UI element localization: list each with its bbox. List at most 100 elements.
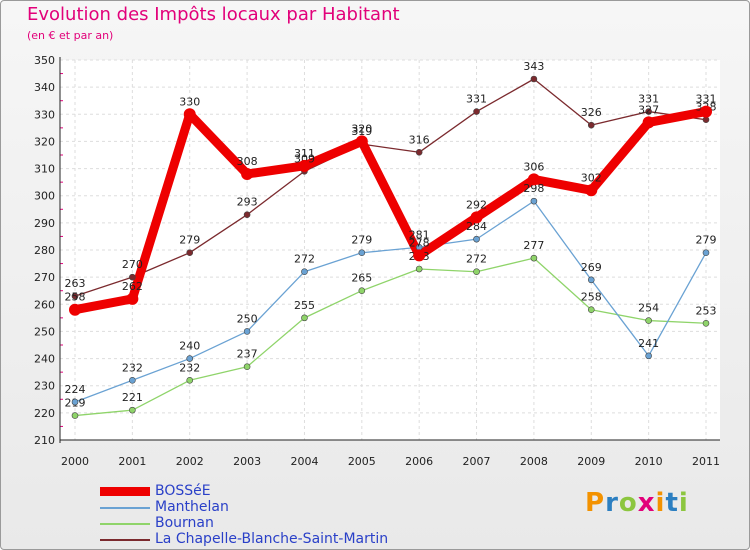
data-point: [301, 314, 308, 322]
data-point: [530, 75, 538, 83]
data-label: 224: [65, 383, 86, 396]
data-label: 316: [409, 133, 430, 146]
data-label: 298: [523, 182, 544, 195]
series-line: [70, 107, 711, 315]
logo-letter: t: [665, 488, 679, 518]
data-point: [129, 406, 136, 414]
legend-label-manthelan: Manthelan: [155, 499, 229, 515]
series-line: [74, 200, 707, 403]
y-tick-label: 300: [34, 190, 55, 203]
y-tick-label: 240: [34, 353, 55, 366]
legend-label-bournan: Bournan: [155, 515, 214, 531]
data-label: 326: [581, 106, 602, 119]
data-label: 319: [351, 125, 372, 138]
data-point: [642, 116, 655, 129]
data-label: 331: [696, 93, 717, 106]
legend-item-bournan[interactable]: Bournan: [100, 515, 420, 532]
data-label: 311: [294, 147, 315, 160]
data-point: [71, 398, 79, 406]
data-label: 253: [696, 304, 717, 317]
legend-label-la-chapelle: La Chapelle-Blanche-Saint-Martin: [155, 531, 389, 547]
data-point: [298, 159, 311, 172]
data-point: [530, 197, 538, 205]
data-point: [587, 276, 595, 284]
data-point: [126, 292, 139, 305]
data-point: [702, 116, 710, 124]
proxiti-logo: Proxiti: [585, 488, 689, 518]
data-label: 277: [523, 239, 544, 252]
data-label: 279: [696, 234, 717, 247]
logo-letter: i: [678, 488, 689, 518]
data-point: [71, 292, 79, 300]
data-point: [473, 235, 480, 243]
data-point: [186, 249, 194, 257]
data-point: [358, 287, 366, 295]
page-title: Evolution des Impôts locaux par Habitant: [27, 4, 400, 25]
data-label: 309: [294, 152, 315, 165]
data-label: 241: [638, 337, 659, 350]
legend-item-manthelan[interactable]: Manthelan: [100, 499, 420, 516]
legend-item-la-chapelle[interactable]: La Chapelle-Blanche-Saint-Martin: [100, 531, 420, 548]
y-tick-label: 250: [34, 325, 55, 338]
y-tick-label: 210: [34, 434, 55, 447]
data-label: 258: [65, 291, 86, 304]
data-point: [243, 328, 251, 335]
data-label: 331: [638, 93, 659, 106]
logo-letter: x: [637, 488, 656, 518]
data-label: 284: [466, 220, 487, 233]
data-point: [355, 135, 368, 148]
data-point: [71, 412, 79, 419]
x-tick-label: 2005: [348, 455, 376, 468]
data-point: [129, 273, 136, 281]
data-point: [702, 249, 710, 257]
data-point: [527, 173, 540, 186]
x-tick-label: 2004: [290, 455, 318, 468]
data-label: 265: [351, 272, 372, 285]
x-tick-label: 2006: [405, 455, 433, 468]
logo-letter: P: [585, 488, 606, 518]
x-tick-label: 2001: [118, 455, 146, 468]
data-point: [301, 268, 308, 276]
legend-item-bossee[interactable]: BOSSéE: [100, 483, 420, 500]
data-point: [243, 363, 251, 371]
x-tick-label: 2010: [635, 455, 663, 468]
data-point: [587, 121, 595, 129]
data-point: [587, 306, 595, 314]
data-point: [129, 376, 136, 384]
data-label: 331: [466, 93, 487, 106]
y-tick-label: 220: [34, 407, 55, 420]
y-tick-label: 350: [34, 54, 55, 67]
y-tick-label: 340: [34, 81, 55, 94]
logo-letter: r: [605, 488, 619, 518]
data-label: 254: [638, 302, 659, 315]
data-label: 263: [65, 277, 86, 290]
data-point: [415, 148, 423, 156]
data-label: 327: [638, 103, 659, 116]
x-tick-label: 2007: [463, 455, 491, 468]
data-label: 320: [351, 122, 372, 135]
logo-letter: i: [655, 488, 666, 518]
data-point: [358, 249, 366, 257]
data-point: [243, 211, 251, 219]
y-tick-label: 320: [34, 135, 55, 148]
data-label: 308: [237, 155, 258, 168]
x-tick-label: 2011: [692, 455, 720, 468]
logo-letter: o: [618, 488, 638, 518]
data-label: 237: [237, 348, 258, 361]
legend-swatch-bournan: [100, 523, 150, 525]
data-point: [702, 319, 710, 327]
y-tick-label: 230: [34, 380, 55, 393]
y-tick-label: 310: [34, 163, 55, 176]
data-point: [700, 105, 712, 118]
y-tick-label: 330: [34, 108, 55, 121]
data-point: [473, 108, 480, 115]
data-point: [470, 211, 483, 224]
legend-swatch-la-chapelle: [100, 539, 150, 541]
legend-swatch-bossee: [100, 487, 150, 496]
data-label: 232: [179, 361, 200, 374]
x-tick-label: 2000: [61, 455, 89, 468]
data-label: 279: [179, 234, 200, 247]
series-line: [74, 257, 707, 417]
data-point: [69, 303, 81, 316]
